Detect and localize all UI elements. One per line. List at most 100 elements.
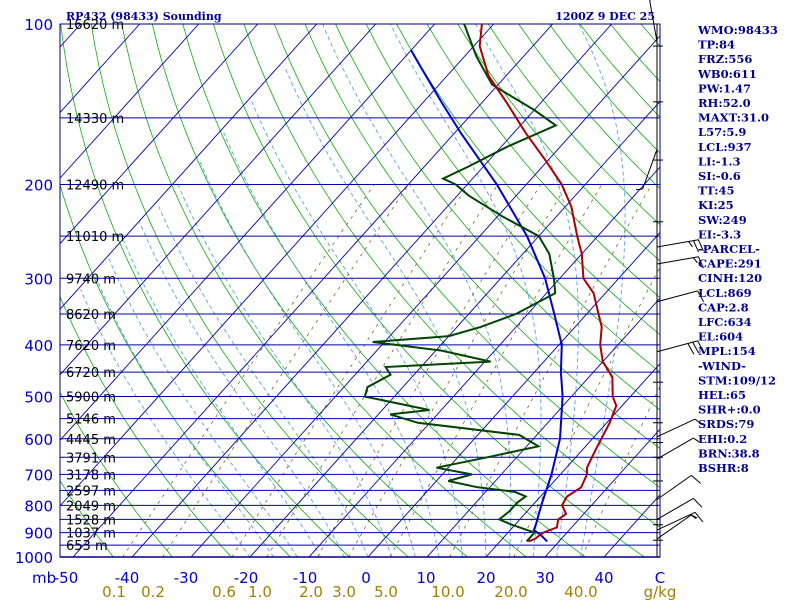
wind-barb-flag — [693, 437, 700, 443]
index-item: WB0:611 — [697, 67, 757, 81]
isotherm — [60, 24, 436, 442]
index-item: -PARCEL- — [698, 242, 760, 256]
dry-adiabat — [121, 24, 468, 557]
isotherm — [60, 24, 318, 310]
isotherm — [249, 100, 660, 557]
index-item: SRDS:79 — [698, 417, 754, 431]
temperature-tick-label: C — [655, 569, 665, 587]
pressure-unit-label: mb — [32, 569, 56, 587]
height-label: 9740 m — [66, 272, 116, 287]
moist-adiabat — [284, 66, 487, 557]
temperature-tick-label: -50 — [54, 569, 79, 587]
wind-barb-shaft — [656, 256, 699, 265]
index-item: LCL:937 — [698, 140, 752, 154]
height-label: 12490 m — [66, 178, 124, 193]
index-item: STM:109/12 — [698, 373, 776, 387]
height-label: 1037 m — [66, 527, 116, 542]
index-item: EHI:0.2 — [698, 432, 747, 446]
mixing-ratio-line — [317, 184, 542, 557]
isotherm — [60, 24, 259, 245]
mixing-ratio-lines — [122, 184, 660, 557]
wind-barb-shaft — [656, 514, 692, 540]
temperature-tick-label: -40 — [115, 569, 140, 587]
isotherm — [426, 297, 660, 557]
wind-barb-flag — [697, 239, 704, 252]
moist-adiabat — [322, 24, 512, 557]
temperature-trace — [478, 24, 618, 543]
mixing-ratio-line — [122, 184, 375, 557]
index-item: -WIND- — [698, 359, 746, 373]
wind-barb — [656, 340, 705, 355]
plot-frame — [59, 23, 661, 558]
moist-adiabat — [94, 274, 274, 557]
index-item: RH:52.0 — [698, 96, 751, 110]
wind-barb — [656, 256, 704, 269]
height-label: 3791 m — [66, 451, 116, 466]
mixing-ratio-label: 0.2 — [141, 583, 165, 600]
wind-barb-flag — [697, 340, 705, 352]
height-label: 7620 m — [66, 339, 116, 354]
index-item: PW:1.47 — [698, 81, 751, 95]
index-item: LFC:634 — [698, 315, 752, 329]
mixing-ratio-line — [449, 184, 653, 557]
mixing-ratio-line — [162, 184, 410, 557]
index-item: WMO:98433 — [697, 23, 778, 37]
index-item: SHR+:0.0 — [698, 403, 761, 417]
mixing-ratio-label: 0.1 — [102, 583, 126, 600]
index-item: CAPE:291 — [698, 257, 762, 271]
pressure-label: 800 — [24, 497, 53, 515]
pressure-label: 500 — [24, 389, 53, 407]
moist-adiabat — [223, 132, 440, 557]
wind-barb-flag — [692, 341, 700, 354]
wind-barb — [656, 474, 702, 500]
temperature-tick-label: 30 — [535, 569, 554, 587]
dry-adiabat — [548, 24, 660, 154]
height-label: 5146 m — [66, 413, 116, 428]
chart-time: 1200Z 9 DEC 25 — [555, 10, 655, 23]
dewpoint-trace — [363, 24, 558, 543]
wind-barb-flag — [694, 418, 701, 424]
parcel-trace — [410, 49, 564, 543]
index-item: BRN:38.8 — [698, 446, 760, 460]
chart-title: RP432 (98433) Sounding — [66, 10, 222, 23]
height-label: 1528 m — [66, 513, 116, 528]
moist-adiabat — [158, 206, 369, 557]
index-item: EL:604 — [698, 330, 743, 344]
dry-adiabat — [487, 24, 660, 226]
wind-barb-shaft — [649, 0, 658, 42]
wind-barb-flag — [688, 241, 693, 248]
pressure-label: 400 — [24, 337, 53, 355]
wind-barb-shaft — [656, 239, 699, 248]
height-label: 8620 m — [66, 308, 116, 323]
moist-adiabat — [198, 159, 416, 557]
dry-adiabat — [90, 24, 409, 557]
index-item: TT:45 — [698, 184, 735, 198]
wind-barb-shaft — [656, 437, 694, 460]
index-item: LCL:869 — [698, 286, 752, 300]
pressure-label: 1000 — [15, 549, 53, 567]
height-label: 5900 m — [66, 391, 116, 406]
wind-barb-flag — [691, 475, 702, 484]
moist-adiabat — [123, 240, 322, 557]
wind-barb — [656, 290, 705, 303]
index-item: L57:5.9 — [698, 125, 746, 139]
pressure-label: 700 — [24, 466, 53, 484]
wind-barb-flag — [697, 256, 704, 269]
wind-barb-shaft — [656, 511, 696, 531]
height-label: 14330 m — [66, 112, 124, 127]
pressure-label: 100 — [24, 16, 53, 34]
wind-barb-shaft — [656, 340, 698, 353]
pressure-label: 300 — [24, 270, 53, 288]
wind-barb-shaft — [656, 290, 698, 303]
isotherm — [367, 231, 660, 557]
wind-profile — [635, 0, 705, 557]
wind-barb-flag — [693, 257, 698, 264]
isotherm — [60, 24, 495, 507]
height-label: 2049 m — [66, 499, 116, 514]
index-item: CINH:120 — [698, 271, 762, 285]
wind-barb — [656, 497, 703, 520]
index-item: CAP:2.8 — [698, 300, 749, 314]
height-label: 16620 m — [66, 18, 124, 33]
wind-barb-flag — [694, 511, 704, 523]
